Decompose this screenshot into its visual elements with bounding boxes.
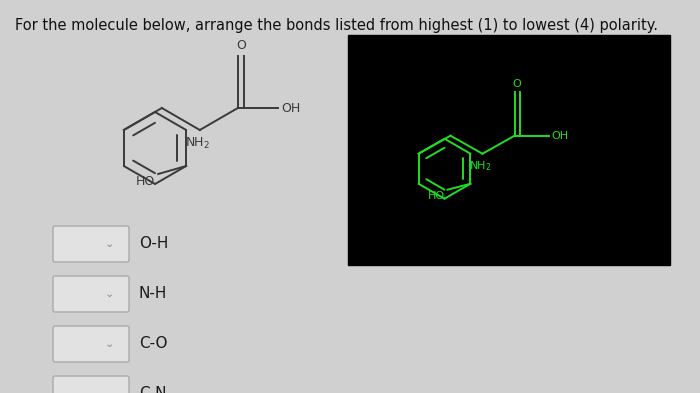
- Text: O: O: [512, 79, 521, 89]
- FancyBboxPatch shape: [348, 35, 670, 265]
- FancyBboxPatch shape: [53, 326, 129, 362]
- Text: ⌄: ⌄: [104, 339, 113, 349]
- Text: For the molecule below, arrange the bonds listed from highest (1) to lowest (4) : For the molecule below, arrange the bond…: [15, 18, 658, 33]
- FancyBboxPatch shape: [53, 376, 129, 393]
- FancyBboxPatch shape: [53, 226, 129, 262]
- Text: NH$_2$: NH$_2$: [186, 136, 210, 151]
- Text: N-H: N-H: [139, 286, 167, 301]
- Text: HO: HO: [136, 175, 155, 188]
- Text: ⌄: ⌄: [104, 289, 113, 299]
- Text: NH$_2$: NH$_2$: [469, 159, 492, 173]
- Text: O-H: O-H: [139, 237, 169, 252]
- Text: ⌄: ⌄: [104, 239, 113, 249]
- Text: OH: OH: [552, 131, 568, 141]
- Text: HO: HO: [428, 191, 445, 201]
- Text: C-N: C-N: [139, 386, 167, 393]
- Text: ⌄: ⌄: [104, 389, 113, 393]
- FancyBboxPatch shape: [53, 276, 129, 312]
- Text: O: O: [236, 39, 246, 52]
- Text: OH: OH: [281, 101, 300, 114]
- Text: C-O: C-O: [139, 336, 167, 351]
